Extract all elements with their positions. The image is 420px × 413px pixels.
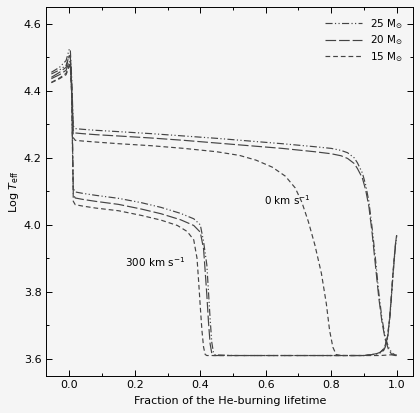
Legend: 25 M$_{\odot}$, 20 M$_{\odot}$, 15 M$_{\odot}$: 25 M$_{\odot}$, 20 M$_{\odot}$, 15 M$_{\… bbox=[322, 14, 406, 67]
X-axis label: Fraction of the He-burning lifetime: Fraction of the He-burning lifetime bbox=[134, 396, 326, 406]
Text: 300 km s$^{-1}$: 300 km s$^{-1}$ bbox=[125, 255, 185, 269]
Y-axis label: Log $T_{\rm eff}$: Log $T_{\rm eff}$ bbox=[7, 170, 21, 213]
Text: 0 km s$^{-1}$: 0 km s$^{-1}$ bbox=[264, 193, 311, 206]
